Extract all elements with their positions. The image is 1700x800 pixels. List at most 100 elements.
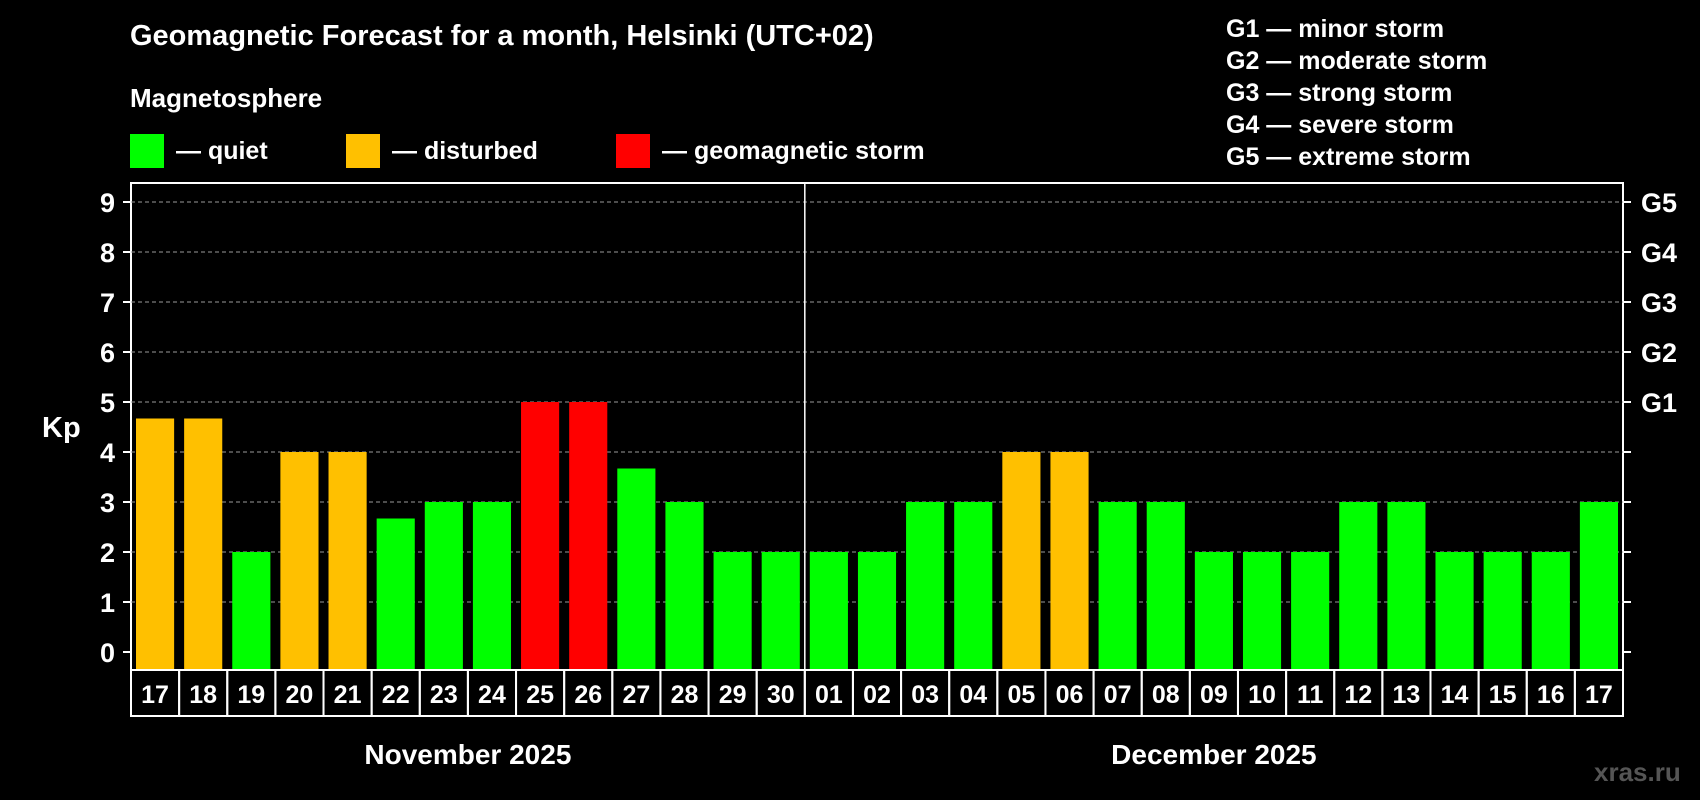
date-label-2: 18 bbox=[189, 681, 217, 709]
bar-16 bbox=[857, 552, 897, 670]
bar-20 bbox=[1050, 452, 1089, 670]
bar-9 bbox=[521, 402, 560, 670]
bar-29 bbox=[1483, 552, 1522, 670]
legend-swatch-storm bbox=[616, 134, 650, 168]
date-label-3: 19 bbox=[237, 681, 265, 709]
date-label-21: 07 bbox=[1104, 681, 1132, 709]
date-label-13: 29 bbox=[719, 681, 747, 709]
legend-heading: Magnetosphere bbox=[130, 83, 323, 113]
y-tick-label-7: 7 bbox=[100, 288, 115, 318]
date-label-20: 06 bbox=[1056, 681, 1084, 709]
bar-23 bbox=[1194, 552, 1233, 670]
bar-28 bbox=[1435, 552, 1474, 670]
date-cell-31 bbox=[1573, 669, 1625, 717]
right-axis-label-g2: G2 bbox=[1641, 338, 1677, 368]
y-tick-label-5: 5 bbox=[100, 388, 115, 418]
right-axis-label-g1: G1 bbox=[1641, 388, 1677, 418]
y-tick-label-6: 6 bbox=[100, 338, 115, 368]
bar-24 bbox=[1242, 552, 1282, 670]
bar-5 bbox=[328, 452, 367, 670]
date-label-22: 08 bbox=[1152, 681, 1180, 709]
bar-2 bbox=[184, 418, 223, 670]
date-label-11: 27 bbox=[622, 681, 650, 709]
right-axis-label-g4: G4 bbox=[1641, 238, 1677, 268]
date-label-30: 16 bbox=[1537, 681, 1565, 709]
y-tick-label-8: 8 bbox=[100, 238, 115, 268]
legend-label-quiet: — quiet bbox=[176, 136, 268, 165]
bar-25 bbox=[1291, 552, 1330, 670]
storm-scale-g5: G5 — extreme storm bbox=[1226, 143, 1471, 171]
date-label-12: 28 bbox=[671, 681, 699, 709]
bar-17 bbox=[906, 502, 945, 670]
bar-30 bbox=[1531, 552, 1570, 670]
date-label-6: 22 bbox=[382, 681, 410, 709]
storm-scale-g1: G1 — minor storm bbox=[1226, 15, 1445, 43]
right-axis-label-g5: G5 bbox=[1641, 188, 1677, 218]
date-label-1: 17 bbox=[141, 681, 169, 709]
bar-19 bbox=[1002, 452, 1041, 670]
date-label-26: 12 bbox=[1344, 681, 1372, 709]
date-label-27: 13 bbox=[1393, 681, 1421, 709]
watermark: xras.ru bbox=[1594, 757, 1681, 787]
date-label-17: 03 bbox=[911, 681, 939, 709]
y-tick-label-9: 9 bbox=[100, 188, 115, 218]
bar-11 bbox=[617, 468, 656, 670]
storm-scale-g2: G2 — moderate storm bbox=[1226, 47, 1488, 75]
bar-4 bbox=[280, 452, 319, 670]
y-tick-label-1: 1 bbox=[100, 588, 115, 618]
legend-item-storm: — geomagnetic storm bbox=[616, 134, 925, 168]
bar-22 bbox=[1146, 502, 1185, 670]
date-label-8: 24 bbox=[478, 681, 506, 709]
date-label-9: 25 bbox=[526, 681, 554, 709]
bar-7 bbox=[424, 502, 463, 670]
bar-27 bbox=[1387, 502, 1426, 670]
y-tick-label-3: 3 bbox=[100, 488, 115, 518]
date-label-15: 01 bbox=[815, 681, 843, 709]
date-label-29: 15 bbox=[1489, 681, 1517, 709]
bar-1 bbox=[136, 418, 175, 670]
bar-8 bbox=[472, 502, 512, 670]
date-label-18: 04 bbox=[959, 681, 987, 709]
y-tick-label-0: 0 bbox=[100, 638, 115, 668]
date-label-7: 23 bbox=[430, 681, 458, 709]
storm-scale-list: G1 — minor storm G2 — moderate storm G3 … bbox=[1226, 13, 1487, 173]
legend-item-quiet: — quiet bbox=[130, 134, 268, 168]
legend-label-storm: — geomagnetic storm bbox=[662, 136, 925, 165]
bar-14 bbox=[761, 552, 800, 670]
date-label-5: 21 bbox=[334, 681, 362, 709]
right-axis-label-g3: G3 bbox=[1641, 288, 1677, 318]
bar-31 bbox=[1579, 502, 1618, 670]
bar-3 bbox=[232, 552, 271, 670]
chart-title: Geomagnetic Forecast for a month, Helsin… bbox=[130, 20, 874, 52]
storm-scale-g4: G4 — severe storm bbox=[1226, 111, 1454, 139]
date-label-25: 11 bbox=[1297, 681, 1324, 709]
date-label-10: 26 bbox=[574, 681, 602, 709]
bar-6 bbox=[376, 518, 415, 670]
date-label-23: 09 bbox=[1200, 681, 1228, 709]
date-label-19: 05 bbox=[1007, 681, 1035, 709]
y-tick-label-4: 4 bbox=[100, 438, 115, 468]
date-label-31: 17 bbox=[1585, 681, 1613, 709]
legend-label-disturbed: — disturbed bbox=[392, 136, 538, 165]
y-axis-label: Kp bbox=[42, 412, 81, 444]
date-label-14: 30 bbox=[767, 681, 795, 709]
legend-item-disturbed: — disturbed bbox=[346, 134, 538, 168]
date-label-16: 02 bbox=[863, 681, 891, 709]
storm-scale-g3: G3 — strong storm bbox=[1226, 79, 1453, 107]
bar-15 bbox=[809, 552, 848, 670]
month-label-1: November 2025 bbox=[364, 739, 571, 770]
date-label-28: 14 bbox=[1441, 681, 1469, 709]
date-label-24: 10 bbox=[1248, 681, 1276, 709]
legend-swatch-disturbed bbox=[346, 134, 380, 168]
bar-26 bbox=[1339, 502, 1378, 670]
bar-10 bbox=[569, 402, 608, 670]
bar-12 bbox=[665, 502, 704, 670]
date-label-4: 20 bbox=[286, 681, 314, 709]
legend-swatch-quiet bbox=[130, 134, 164, 168]
y-tick-label-2: 2 bbox=[100, 538, 115, 568]
bar-18 bbox=[954, 502, 993, 670]
bar-21 bbox=[1098, 502, 1137, 670]
bar-13 bbox=[713, 552, 752, 670]
month-label-2: December 2025 bbox=[1111, 739, 1316, 770]
